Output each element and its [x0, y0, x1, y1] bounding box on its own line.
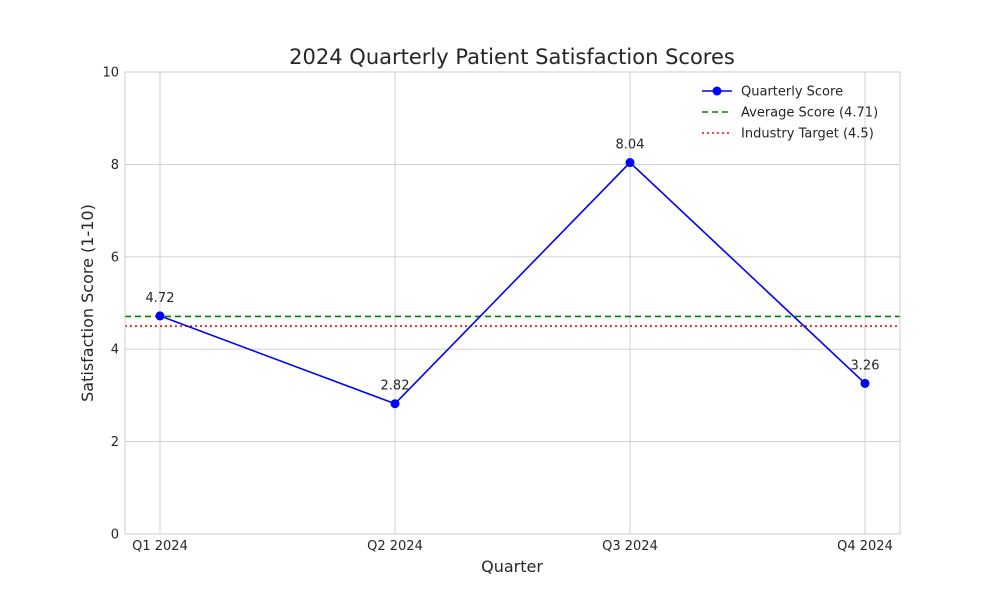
data-point — [390, 399, 400, 409]
legend-label-quarterly-score: Quarterly Score — [741, 85, 843, 100]
y-tick-label: 2 — [111, 435, 119, 450]
y-tick-label: 4 — [111, 343, 119, 358]
data-point — [860, 378, 870, 388]
plot-frame — [124, 71, 901, 535]
x-tick-label: Q1 2024 — [132, 539, 188, 554]
legend: Quarterly Score Average Score (4.71) Ind… — [702, 85, 878, 142]
series-line-quarterly-score — [159, 161, 866, 405]
legend-label-average-score: Average Score (4.71) — [741, 106, 878, 121]
data-label: 4.72 — [146, 291, 175, 306]
data-point — [155, 311, 165, 321]
data-label: 3.26 — [851, 358, 880, 373]
y-tick-labels: 0 2 4 6 8 10 — [102, 66, 119, 543]
legend-label-industry-target: Industry Target (4.5) — [741, 127, 874, 142]
legend-marker-quarterly-score — [712, 86, 722, 96]
y-tick-label: 10 — [102, 66, 119, 81]
chart-title: 2024 Quarterly Patient Satisfaction Scor… — [289, 45, 735, 69]
y-axis-title: Satisfaction Score (1-10) — [78, 204, 97, 402]
data-labels: 4.72 2.82 8.04 3.26 — [146, 138, 880, 394]
x-tick-label: Q4 2024 — [837, 539, 893, 554]
reference-lines — [125, 315, 900, 327]
data-point — [625, 158, 635, 168]
y-tick-label: 0 — [111, 528, 119, 543]
data-label: 8.04 — [616, 138, 645, 153]
x-axis-title: Quarter — [481, 557, 543, 576]
x-tick-label: Q2 2024 — [367, 539, 423, 554]
data-label: 2.82 — [381, 379, 410, 394]
y-tick-label: 8 — [111, 158, 119, 173]
x-tick-labels: Q1 2024 Q2 2024 Q3 2024 Q4 2024 — [132, 539, 893, 554]
series-layer — [155, 158, 870, 409]
x-tick-label: Q3 2024 — [602, 539, 658, 554]
y-tick-label: 6 — [111, 250, 119, 265]
